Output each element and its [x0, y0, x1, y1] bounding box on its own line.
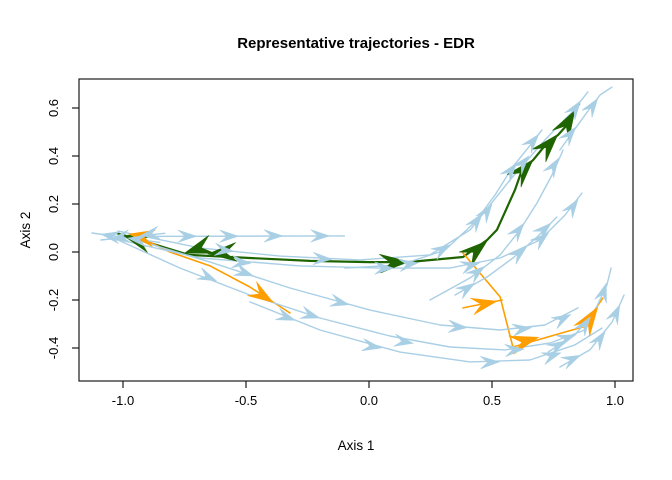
blue-bottom-curve-arrowhead	[480, 356, 501, 370]
blue-mid-horizontal-arrowhead	[374, 261, 395, 275]
blue-midright-riser-arrowhead	[532, 222, 552, 241]
x-tick-label: 0.5	[483, 393, 501, 408]
blue-lower-diagonal-1-arrowhead	[299, 306, 321, 319]
blue-bottom-curve-arrowhead	[361, 338, 383, 352]
blue-midright-riser-arrowhead	[455, 282, 476, 299]
blue-right-edge-riser-2-arrowhead	[589, 330, 606, 351]
blue-lower-diagonal-1-arrowhead	[393, 333, 415, 347]
blue-lower-diagonal-2-arrowhead	[447, 319, 469, 333]
blue-upper-riser-arrowhead	[312, 252, 333, 266]
blue-upper-riser-arrowhead	[475, 203, 493, 224]
blue-left-of-green-riser-arrowhead	[499, 162, 518, 183]
blue-left-of-green-riser-arrowhead	[521, 133, 540, 154]
blue-mid-horizontal-arrowhead	[561, 198, 579, 219]
blue-bottom-curve-arrowhead	[540, 352, 562, 365]
y-tick-label: 0.6	[46, 99, 61, 117]
rep-green-main-arrowhead	[459, 240, 488, 267]
blue-horizontal-arrowhead	[219, 229, 240, 243]
blue-lower-diagonal-1-arrowhead	[196, 267, 218, 282]
blue-lower-diagonal-2-arrowhead	[550, 314, 572, 330]
blue-midright-riser-arrowhead	[507, 246, 528, 265]
axis-ticks: -1.0 -0.5 0.0 0.5 1.0 -0.4 -0.2 0.0 0.2 0.4 0.6	[46, 99, 624, 408]
blue-right-of-green-riser-arrowhead	[542, 157, 559, 178]
blue-right-edge-riser-1-arrowhead	[594, 282, 607, 304]
blue-right-of-green-riser-arrowhead	[465, 265, 486, 284]
y-tick-label: 0.2	[46, 195, 61, 213]
blue-lower-diagonal-2-arrowhead	[233, 263, 255, 277]
rep-orange-left-arrowhead	[247, 281, 274, 303]
blue-right-edge-riser-1-arrowhead	[546, 340, 567, 356]
blue-horizontal-path	[139, 235, 346, 238]
plot-border	[78, 78, 634, 382]
x-tick-label: -1.0	[112, 393, 134, 408]
blue-lower-diagonal-2-path	[129, 237, 579, 331]
blue-lower-diagonal-2-arrowhead	[329, 293, 351, 307]
y-tick-label: -0.4	[46, 337, 61, 359]
chart-title: Representative trajectories - EDR	[237, 35, 475, 52]
blue-upper-riser-arrowhead	[214, 242, 235, 256]
rep-green-main-arrowhead	[531, 133, 559, 163]
y-tick-label: -0.2	[46, 289, 61, 311]
blue-bottom-curve-path	[249, 301, 603, 363]
x-tick-label: 0.0	[360, 393, 378, 408]
rep-green-main-path	[115, 102, 581, 264]
y-axis-label: Axis 2	[18, 212, 33, 249]
blue-top-corner-arrowhead	[581, 97, 599, 118]
blue-horizontal-arrowhead	[310, 229, 331, 243]
blue-right-of-green-riser-arrowhead	[507, 222, 525, 243]
blue-upper-riser-arrowhead	[564, 100, 582, 121]
y-tick-label: 0.0	[46, 243, 61, 261]
trajectory-arrowheads	[100, 97, 621, 370]
blue-mid-horizontal-arrowhead	[231, 255, 252, 269]
blue-cluster-1-arrowhead	[100, 231, 121, 244]
blue-left-of-green-riser-arrowhead	[398, 258, 419, 272]
blue-upper-riser-arrowhead	[511, 155, 530, 175]
blue-top-corner-arrowhead	[558, 126, 577, 147]
blue-upper-riser-arrowhead	[430, 244, 451, 260]
blue-cluster-2-arrowhead	[109, 229, 131, 243]
blue-lower-diagonal-1-arrowhead	[504, 344, 525, 358]
x-tick-label: -0.5	[235, 393, 257, 408]
blue-lower-diagonal-2-arrowhead	[511, 323, 533, 337]
y-tick-label: 0.4	[46, 147, 61, 165]
blue-mid-horizontal-arrowhead	[529, 232, 550, 250]
blue-right-of-green-riser-path	[429, 149, 564, 301]
rep-orange-stub-arrowhead	[470, 298, 498, 315]
blue-cluster-2-arrowhead	[139, 226, 161, 239]
blue-right-edge-riser-2-arrowhead	[606, 304, 621, 325]
blue-left-of-green-riser-arrowhead	[465, 212, 483, 233]
blue-mid-horizontal-arrowhead	[459, 261, 481, 274]
x-tick-label: 1.0	[606, 393, 624, 408]
blue-horizontal-arrowhead	[263, 229, 284, 243]
rep-green-main-arrowhead	[183, 235, 215, 254]
blue-right-edge-riser-1-arrowhead	[574, 316, 591, 337]
x-axis-label: Axis 1	[338, 438, 375, 453]
blue-mid-horizontal-path	[119, 192, 583, 269]
blue-right-edge-riser-2-arrowhead	[560, 354, 582, 370]
blue-horizontal-arrowhead	[177, 229, 198, 243]
blue-bottom-curve-arrowhead	[275, 307, 296, 321]
